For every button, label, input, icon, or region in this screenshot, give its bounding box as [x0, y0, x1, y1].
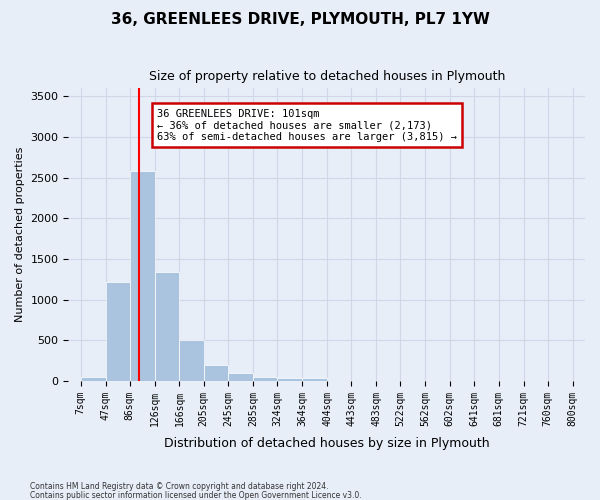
Bar: [203, 366, 229, 381]
Title: Size of property relative to detached houses in Plymouth: Size of property relative to detached ho…: [149, 70, 505, 83]
Bar: [155, 272, 179, 381]
Text: 36 GREENLEES DRIVE: 101sqm
← 36% of detached houses are smaller (2,173)
63% of s: 36 GREENLEES DRIVE: 101sqm ← 36% of deta…: [157, 108, 457, 142]
Y-axis label: Number of detached properties: Number of detached properties: [15, 147, 25, 322]
Bar: [277, 378, 302, 381]
Bar: [130, 171, 155, 381]
Bar: [179, 340, 203, 381]
Bar: [253, 377, 277, 381]
Bar: [106, 282, 130, 381]
Text: Contains HM Land Registry data © Crown copyright and database right 2024.: Contains HM Land Registry data © Crown c…: [30, 482, 329, 491]
Bar: [81, 377, 106, 381]
X-axis label: Distribution of detached houses by size in Plymouth: Distribution of detached houses by size …: [164, 437, 490, 450]
Bar: [302, 378, 327, 381]
Text: 36, GREENLEES DRIVE, PLYMOUTH, PL7 1YW: 36, GREENLEES DRIVE, PLYMOUTH, PL7 1YW: [110, 12, 490, 28]
Text: Contains public sector information licensed under the Open Government Licence v3: Contains public sector information licen…: [30, 490, 362, 500]
Bar: [229, 373, 253, 381]
